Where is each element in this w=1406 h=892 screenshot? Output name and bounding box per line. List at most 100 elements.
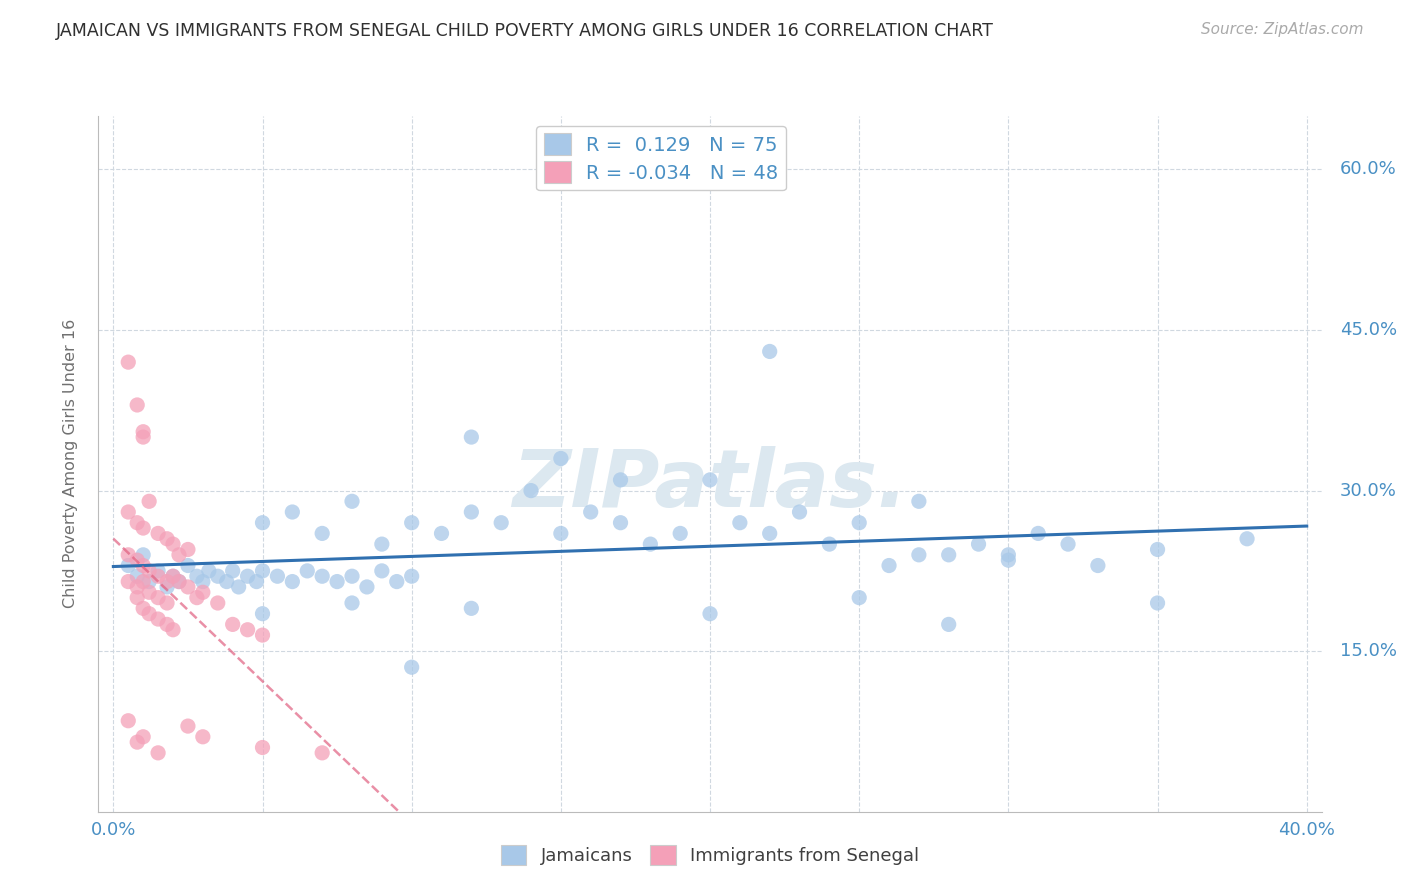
Point <box>228 580 250 594</box>
Point <box>326 574 349 589</box>
Point <box>146 569 169 583</box>
Point <box>520 483 543 498</box>
Point <box>758 526 780 541</box>
Text: 60.0%: 60.0% <box>1340 161 1396 178</box>
Legend: Jamaicans, Immigrants from Senegal: Jamaicans, Immigrants from Senegal <box>494 838 927 872</box>
Point <box>1026 526 1049 541</box>
Point <box>699 473 721 487</box>
Point <box>460 430 482 444</box>
Point <box>146 746 169 760</box>
Point <box>252 564 274 578</box>
Point <box>489 516 512 530</box>
Point <box>848 516 870 530</box>
Point <box>117 558 139 573</box>
Point <box>818 537 841 551</box>
Point <box>221 564 243 578</box>
Point <box>156 596 179 610</box>
Point <box>127 553 149 567</box>
Point <box>117 355 139 369</box>
Point <box>156 532 179 546</box>
Point <box>281 574 304 589</box>
Point <box>207 596 229 610</box>
Text: 30.0%: 30.0% <box>1340 482 1398 500</box>
Point <box>1146 542 1168 557</box>
Point <box>579 505 602 519</box>
Point <box>127 398 149 412</box>
Point <box>177 580 200 594</box>
Point <box>252 516 274 530</box>
Point <box>156 580 179 594</box>
Point <box>371 537 394 551</box>
Point <box>117 548 139 562</box>
Point <box>167 574 190 589</box>
Point <box>340 494 363 508</box>
Point <box>908 548 931 562</box>
Point <box>132 601 155 615</box>
Point <box>311 526 333 541</box>
Y-axis label: Child Poverty Among Girls Under 16: Child Poverty Among Girls Under 16 <box>63 319 77 608</box>
Point <box>297 564 319 578</box>
Point <box>938 548 960 562</box>
Point <box>877 558 900 573</box>
Point <box>117 574 139 589</box>
Point <box>997 553 1019 567</box>
Point <box>550 526 572 541</box>
Point <box>848 591 870 605</box>
Point <box>138 574 160 589</box>
Point <box>401 569 423 583</box>
Point <box>430 526 453 541</box>
Point <box>401 516 423 530</box>
Point <box>198 564 221 578</box>
Point <box>356 580 378 594</box>
Point <box>340 596 363 610</box>
Point <box>1236 532 1258 546</box>
Point <box>997 548 1019 562</box>
Point <box>156 574 179 589</box>
Point <box>609 473 631 487</box>
Point <box>177 542 200 557</box>
Point <box>127 569 149 583</box>
Point <box>132 425 155 439</box>
Point <box>311 569 333 583</box>
Point <box>221 617 243 632</box>
Point <box>281 505 304 519</box>
Point <box>699 607 721 621</box>
Point <box>967 537 990 551</box>
Point <box>640 537 662 551</box>
Point <box>385 574 408 589</box>
Point <box>669 526 692 541</box>
Point <box>340 569 363 583</box>
Point <box>127 580 149 594</box>
Point <box>252 607 274 621</box>
Point <box>132 521 155 535</box>
Point <box>758 344 780 359</box>
Text: Source: ZipAtlas.com: Source: ZipAtlas.com <box>1201 22 1364 37</box>
Point <box>1057 537 1080 551</box>
Point <box>207 569 229 583</box>
Point <box>138 585 160 599</box>
Point <box>162 537 184 551</box>
Point <box>266 569 288 583</box>
Point <box>789 505 811 519</box>
Point <box>236 623 259 637</box>
Text: JAMAICAN VS IMMIGRANTS FROM SENEGAL CHILD POVERTY AMONG GIRLS UNDER 16 CORRELATI: JAMAICAN VS IMMIGRANTS FROM SENEGAL CHIL… <box>56 22 994 40</box>
Point <box>728 516 751 530</box>
Point <box>460 601 482 615</box>
Point <box>127 735 149 749</box>
Point <box>908 494 931 508</box>
Point <box>191 585 214 599</box>
Point <box>311 746 333 760</box>
Point <box>177 558 200 573</box>
Point <box>146 612 169 626</box>
Point <box>1146 596 1168 610</box>
Point <box>371 564 394 578</box>
Point <box>132 558 155 573</box>
Point <box>132 430 155 444</box>
Point <box>252 628 274 642</box>
Point <box>138 564 160 578</box>
Point <box>609 516 631 530</box>
Point <box>132 548 155 562</box>
Point <box>252 740 274 755</box>
Text: 45.0%: 45.0% <box>1340 321 1398 339</box>
Point <box>162 569 184 583</box>
